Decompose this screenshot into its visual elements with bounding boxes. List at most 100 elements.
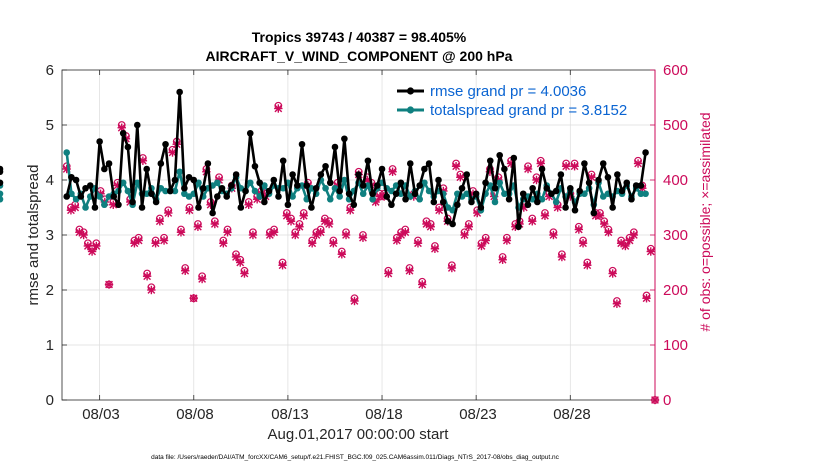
rmse-point xyxy=(595,176,602,184)
y-tick-label: 2 xyxy=(46,282,54,299)
rmse-point xyxy=(232,171,240,178)
rmse-point xyxy=(566,184,574,192)
rmse-point xyxy=(317,171,325,178)
y2-tick-label: 300 xyxy=(663,227,688,244)
obs-assimilated-marker xyxy=(570,162,579,171)
rmse-point xyxy=(251,162,259,170)
spread-point xyxy=(425,187,433,195)
obs-assimilated-marker xyxy=(460,230,469,240)
obs-assimilated-marker xyxy=(392,236,402,245)
obs-assimilated-marker xyxy=(621,241,630,251)
spread-point xyxy=(0,195,4,203)
rmse-point xyxy=(628,195,635,203)
rmse-line xyxy=(65,90,647,229)
spread-point xyxy=(96,193,103,200)
obs-assimilated-marker xyxy=(295,222,304,231)
obs-assimilated-marker xyxy=(481,236,490,245)
rmse-point xyxy=(374,182,381,189)
spread-point xyxy=(322,184,329,192)
data-file-footnote: data file: /Users/raeder/DAI/ATM_forcXX/… xyxy=(151,454,560,461)
spread-point xyxy=(162,187,169,195)
rmse-point xyxy=(439,198,447,206)
rmse-point xyxy=(110,193,118,200)
rmse-point xyxy=(355,171,362,178)
obs-assimilated-marker xyxy=(405,266,414,275)
obs-assimilated-marker xyxy=(532,175,541,185)
x-tick-labels: 08/03 08/08 08/13 08/18 08/23 08/28 xyxy=(82,406,591,423)
obs-assimilated-marker xyxy=(142,272,152,281)
obs-assimilated-marker xyxy=(502,236,512,245)
rmse-point xyxy=(256,179,263,187)
y2-tick-label: 100 xyxy=(663,337,688,354)
rmse-point xyxy=(402,195,409,203)
obs-assimilated-marker xyxy=(181,266,190,275)
y2-tick-labels: 0 100 200 300 400 500 600 xyxy=(663,62,688,409)
rmse-point xyxy=(529,184,536,192)
obs-assimilated-marker xyxy=(434,206,444,215)
rmse-point xyxy=(223,193,231,200)
rmse-point xyxy=(576,187,583,195)
obs-assimilated-marker xyxy=(155,217,165,226)
obs-assimilated-marker xyxy=(642,294,651,303)
spread-point xyxy=(0,190,4,198)
spread-point xyxy=(82,204,89,211)
obs-assimilated-marker xyxy=(210,219,220,229)
rmse-point xyxy=(157,160,165,167)
rmse-point xyxy=(242,187,249,195)
obs-assimilated-marker xyxy=(612,299,622,308)
obs-assimilated-marker xyxy=(561,162,571,171)
y2-tick-label: 600 xyxy=(663,62,688,79)
rmse-point xyxy=(571,206,579,214)
rmse-point xyxy=(604,173,612,181)
obs-assimilated-marker xyxy=(346,206,355,215)
obs-assimilated-marker xyxy=(528,217,537,226)
obs-assimilated-marker xyxy=(197,274,207,284)
obs-assimilated-marker xyxy=(625,236,634,245)
rmse-point xyxy=(534,198,541,206)
rmse-point xyxy=(86,182,94,189)
rmse-point xyxy=(138,204,146,211)
x-tick-label: 08/23 xyxy=(459,406,497,423)
obs-assimilated-marker xyxy=(244,200,253,209)
rmse-point xyxy=(265,187,273,195)
rmse-point xyxy=(543,184,551,192)
obs-assimilated-marker xyxy=(274,104,283,113)
obs-assimilated-marker xyxy=(151,239,160,248)
rmse-point xyxy=(148,190,155,198)
obs-assimilated-marker xyxy=(604,228,613,237)
legend-spread-marker xyxy=(406,106,415,114)
obs-assimilated-marker xyxy=(117,123,126,132)
obs-assimilated-marker xyxy=(418,280,427,289)
x-tick-label: 08/13 xyxy=(271,406,309,423)
obs-assimilated-marker xyxy=(329,239,338,248)
obs-assimilated-marker xyxy=(193,222,203,231)
rmse-point xyxy=(204,160,212,167)
obs-assimilated-marker xyxy=(629,230,639,240)
rmse-point xyxy=(359,182,367,189)
rmse-point xyxy=(101,165,108,173)
y2-tick-label: 400 xyxy=(663,172,688,189)
obs-assimilated-marker xyxy=(185,206,194,215)
x-axis-label: Aug.01,2017 00:00:00 start xyxy=(268,426,450,443)
obs-assimilated-marker xyxy=(92,241,101,251)
obs-assimilated-marker xyxy=(316,228,325,237)
obs-assimilated-marker xyxy=(396,230,406,240)
spread-point xyxy=(289,193,296,200)
rmse-point xyxy=(411,190,419,198)
spread-point xyxy=(326,195,334,203)
rmse-point xyxy=(482,179,489,187)
rmse-point xyxy=(261,198,268,206)
spread-point xyxy=(176,168,183,176)
obs-assimilated-marker xyxy=(104,280,114,289)
obs-assimilated-marker xyxy=(549,230,558,240)
obs-assimilated-marker xyxy=(608,269,617,278)
obs-assimilated-marker xyxy=(248,230,258,240)
rmse-point xyxy=(519,190,527,198)
rmse-point xyxy=(284,201,292,209)
spread-point xyxy=(463,190,471,198)
chart-subtitle: AIRCRAFT_V_WIND_COMPONENT @ 200 hPa xyxy=(206,48,513,64)
obs-assimilated-marker xyxy=(498,255,507,264)
obs-assimilated-marker xyxy=(447,263,457,273)
rmse-point xyxy=(0,179,4,187)
obs-assimilated-marker xyxy=(278,261,287,270)
